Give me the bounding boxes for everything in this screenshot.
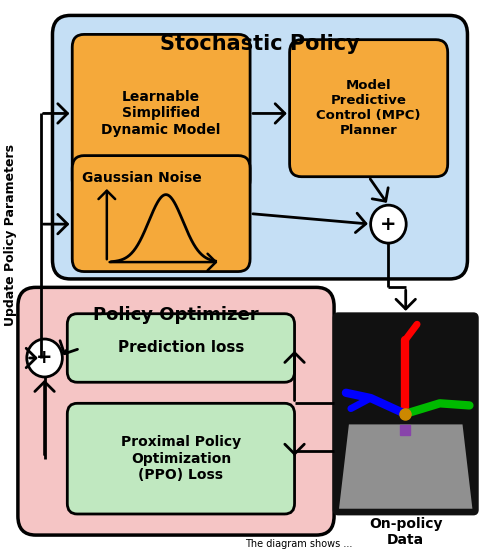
- FancyBboxPatch shape: [334, 314, 477, 514]
- Circle shape: [370, 205, 406, 243]
- FancyBboxPatch shape: [52, 16, 467, 279]
- Text: Prediction loss: Prediction loss: [118, 341, 244, 356]
- FancyBboxPatch shape: [67, 403, 294, 514]
- Circle shape: [27, 339, 62, 377]
- Text: The diagram shows ...: The diagram shows ...: [245, 539, 352, 549]
- Polygon shape: [339, 424, 472, 509]
- FancyBboxPatch shape: [290, 40, 448, 177]
- Text: +: +: [380, 214, 397, 234]
- Text: Learnable
Simplified
Dynamic Model: Learnable Simplified Dynamic Model: [101, 90, 221, 137]
- Text: Update Policy Parameters: Update Policy Parameters: [4, 143, 18, 326]
- Text: Stochastic Policy: Stochastic Policy: [160, 34, 360, 54]
- FancyBboxPatch shape: [67, 314, 294, 382]
- Text: On-policy
Data: On-policy Data: [369, 517, 442, 547]
- Text: Policy Optimizer: Policy Optimizer: [93, 306, 259, 324]
- Text: Proximal Policy
Optimization
(PPO) Loss: Proximal Policy Optimization (PPO) Loss: [121, 435, 241, 482]
- FancyBboxPatch shape: [72, 156, 250, 271]
- FancyBboxPatch shape: [72, 34, 250, 192]
- Text: +: +: [36, 348, 53, 367]
- Text: Model
Predictive
Control (MPC)
Planner: Model Predictive Control (MPC) Planner: [317, 79, 421, 137]
- Text: Gaussian Noise: Gaussian Noise: [82, 171, 202, 186]
- FancyBboxPatch shape: [18, 288, 334, 535]
